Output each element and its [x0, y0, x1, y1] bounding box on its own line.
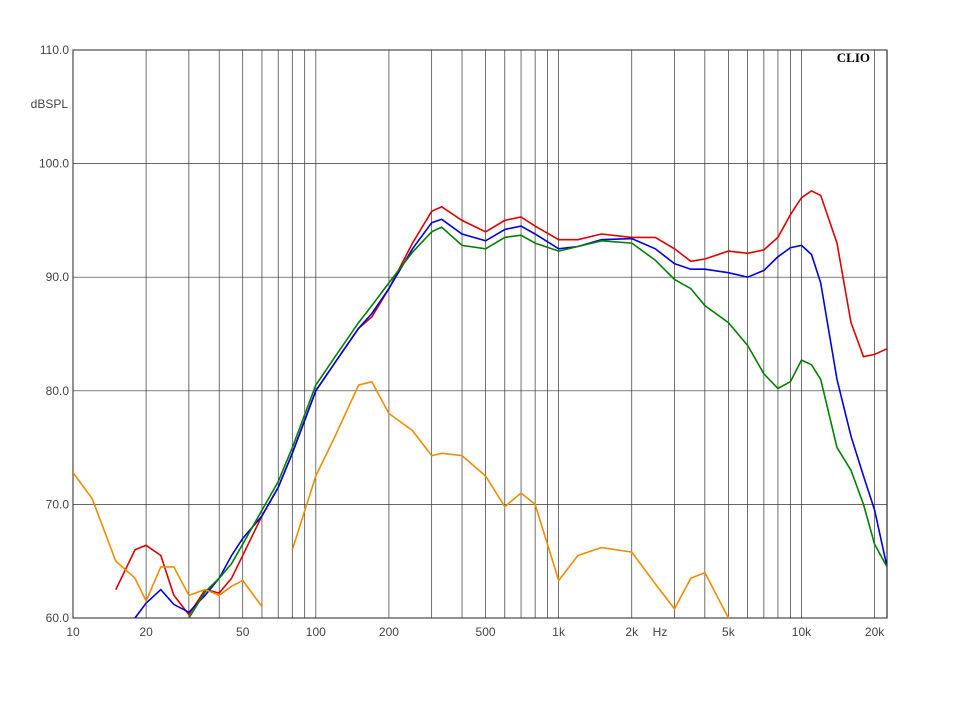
x-tick-label: 200	[379, 625, 399, 639]
x-tick-label: 1k	[552, 625, 566, 639]
x-tick-label: 100	[306, 625, 326, 639]
x-tick-label: 500	[476, 625, 496, 639]
series-line	[134, 218, 887, 618]
x-unit: Hz	[653, 625, 668, 639]
y-tick-label: 90.0	[46, 270, 70, 284]
series-line	[115, 189, 887, 616]
x-tick-label: 10	[66, 625, 80, 639]
x-tick-label: 20	[139, 625, 153, 639]
x-tick-label: 50	[236, 625, 250, 639]
x-tick-label: 5k	[722, 625, 736, 639]
y-tick-label: 70.0	[46, 497, 70, 511]
x-tick-label: 2k	[625, 625, 639, 639]
y-tick-label: 100.0	[39, 157, 69, 171]
plot-frame	[72, 49, 888, 619]
x-tick-label: 20k	[865, 625, 885, 639]
y-tick-label: 110.0	[40, 43, 69, 57]
y-tick-label: 60.0	[46, 611, 70, 625]
brand: CLIO	[837, 50, 870, 65]
y-tick-label: 80.0	[46, 384, 70, 398]
y-axis-label: dBSPL	[31, 97, 69, 111]
series-line	[73, 380, 730, 618]
series-line	[188, 226, 887, 618]
x-tick-label: 10k	[792, 625, 812, 639]
